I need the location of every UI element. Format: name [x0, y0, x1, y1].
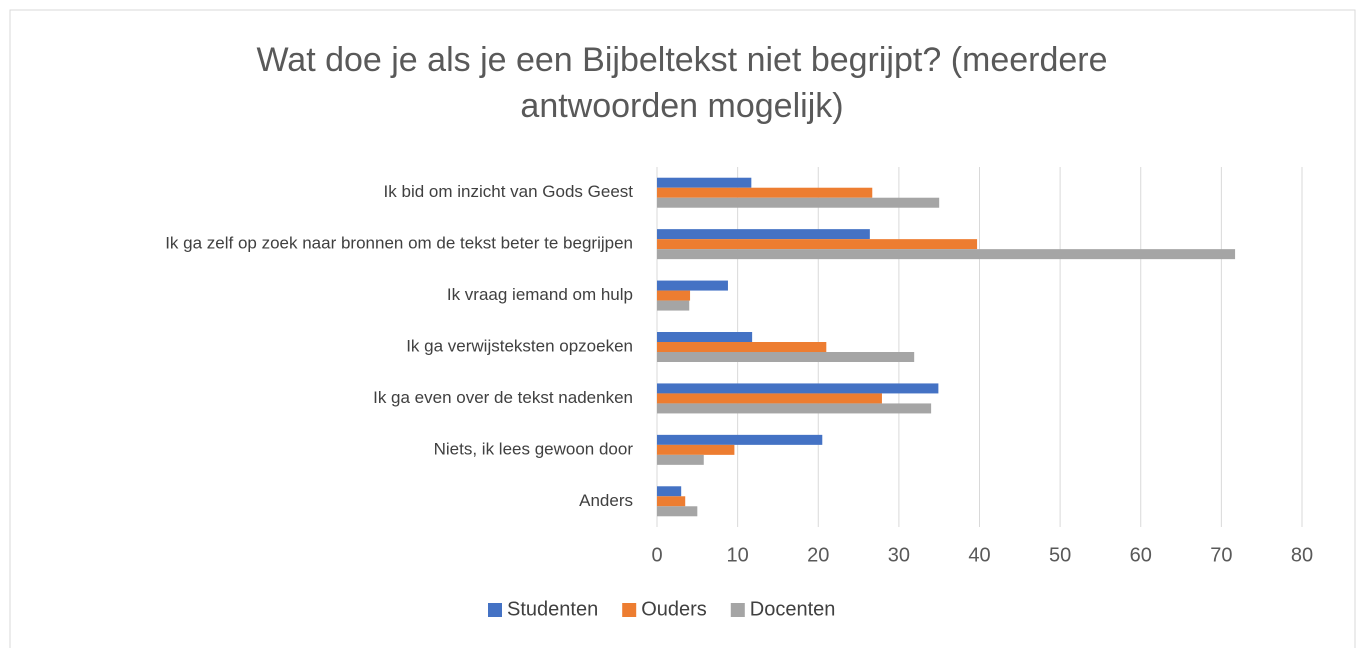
bar [657, 486, 682, 497]
x-tick-label: 40 [968, 544, 990, 566]
y-tick-label: Ik ga zelf op zoek naar bronnen om de te… [165, 234, 633, 253]
bar [657, 352, 915, 362]
bar [657, 444, 735, 455]
bar [657, 300, 690, 311]
bar [657, 506, 698, 517]
y-tick-label: Ik vraag iemand om hulp [447, 285, 633, 304]
bar [657, 187, 873, 198]
bar [657, 249, 1236, 260]
bar [657, 342, 827, 352]
x-tick-label: 20 [807, 544, 829, 566]
legend-swatch [488, 603, 502, 617]
legend-label: Docenten [750, 598, 836, 620]
chart-frame [9, 9, 1356, 648]
x-tick-label: 30 [888, 544, 910, 566]
chart-title: antwoorden mogelijk) [520, 87, 843, 125]
x-tick-label: 80 [1291, 544, 1313, 566]
y-tick-label: Ik ga verwijsteksten opzoeken [406, 336, 633, 355]
x-tick-label: 60 [1130, 544, 1152, 566]
y-tick-label: Anders [579, 491, 633, 510]
x-tick-label: 0 [651, 544, 662, 566]
chart-title: Wat doe je als je een Bijbeltekst niet b… [256, 41, 1107, 79]
legend-label: Studenten [507, 598, 598, 620]
bar [657, 280, 728, 291]
bar [657, 239, 978, 250]
legend-swatch [622, 603, 637, 617]
x-tick-label: 10 [727, 544, 749, 566]
legend-label: Ouders [641, 598, 707, 620]
bar [657, 332, 753, 342]
x-tick-label: 70 [1210, 544, 1232, 566]
bar [657, 403, 932, 414]
bar [657, 454, 704, 465]
bar [657, 229, 870, 240]
bar [657, 496, 686, 507]
bar [657, 383, 939, 394]
bar [657, 393, 882, 404]
x-tick-label: 50 [1049, 544, 1071, 566]
bar [657, 290, 691, 301]
bar [657, 177, 752, 188]
y-tick-label: Ik ga even over de tekst nadenken [373, 388, 633, 407]
bar [657, 197, 940, 208]
y-tick-label: Niets, ik lees gewoon door [434, 439, 634, 458]
legend-swatch [730, 603, 745, 617]
y-tick-label: Ik bid om inzicht van Gods Geest [384, 182, 634, 201]
bar [657, 434, 823, 445]
